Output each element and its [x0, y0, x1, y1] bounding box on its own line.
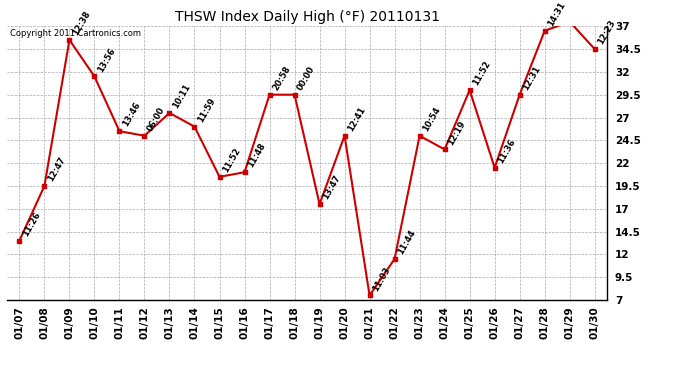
Point [514, 92, 525, 98]
Point [289, 92, 300, 98]
Text: 13:56: 13:56 [96, 46, 117, 74]
Text: 12:41: 12:41 [346, 105, 367, 133]
Text: 12:38: 12:38 [71, 10, 92, 37]
Point [339, 133, 350, 139]
Text: 00:00: 00:00 [296, 64, 317, 92]
Point [439, 146, 450, 152]
Text: 11:26: 11:26 [21, 210, 42, 238]
Text: 11:44: 11:44 [396, 228, 417, 256]
Text: 14:31: 14:31 [546, 0, 567, 28]
Text: 11:59: 11:59 [196, 96, 217, 124]
Point [539, 28, 550, 34]
Point [39, 183, 50, 189]
Text: 11:03: 11:03 [371, 265, 392, 292]
Text: 11:36: 11:36 [496, 137, 518, 165]
Text: 12:19: 12:19 [446, 119, 467, 147]
Text: 20:58: 20:58 [271, 64, 292, 92]
Point [489, 165, 500, 171]
Point [364, 292, 375, 298]
Point [164, 110, 175, 116]
Point [64, 37, 75, 43]
Point [239, 169, 250, 175]
Point [89, 74, 100, 80]
Text: 13:47: 13:47 [321, 174, 342, 201]
Point [14, 238, 25, 244]
Text: 13:46: 13:46 [121, 101, 142, 128]
Text: 06:00: 06:00 [146, 105, 167, 133]
Text: 11:48: 11:48 [246, 142, 267, 170]
Text: 12:31: 12:31 [521, 64, 542, 92]
Point [214, 174, 225, 180]
Point [389, 256, 400, 262]
Text: 12:47: 12:47 [46, 156, 67, 183]
Text: 11:38: 11:38 [0, 374, 1, 375]
Point [414, 133, 425, 139]
Point [114, 128, 125, 134]
Text: Copyright 2011 Cartronics.com: Copyright 2011 Cartronics.com [10, 29, 141, 38]
Text: 11:52: 11:52 [471, 60, 492, 87]
Title: THSW Index Daily High (°F) 20110131: THSW Index Daily High (°F) 20110131 [175, 10, 440, 24]
Point [139, 133, 150, 139]
Point [189, 124, 200, 130]
Point [589, 46, 600, 52]
Text: 12:23: 12:23 [596, 19, 618, 46]
Point [564, 19, 575, 25]
Point [314, 201, 325, 207]
Text: 10:54: 10:54 [421, 105, 442, 133]
Point [264, 92, 275, 98]
Point [464, 87, 475, 93]
Text: 11:52: 11:52 [221, 146, 242, 174]
Text: 10:11: 10:11 [171, 82, 192, 110]
